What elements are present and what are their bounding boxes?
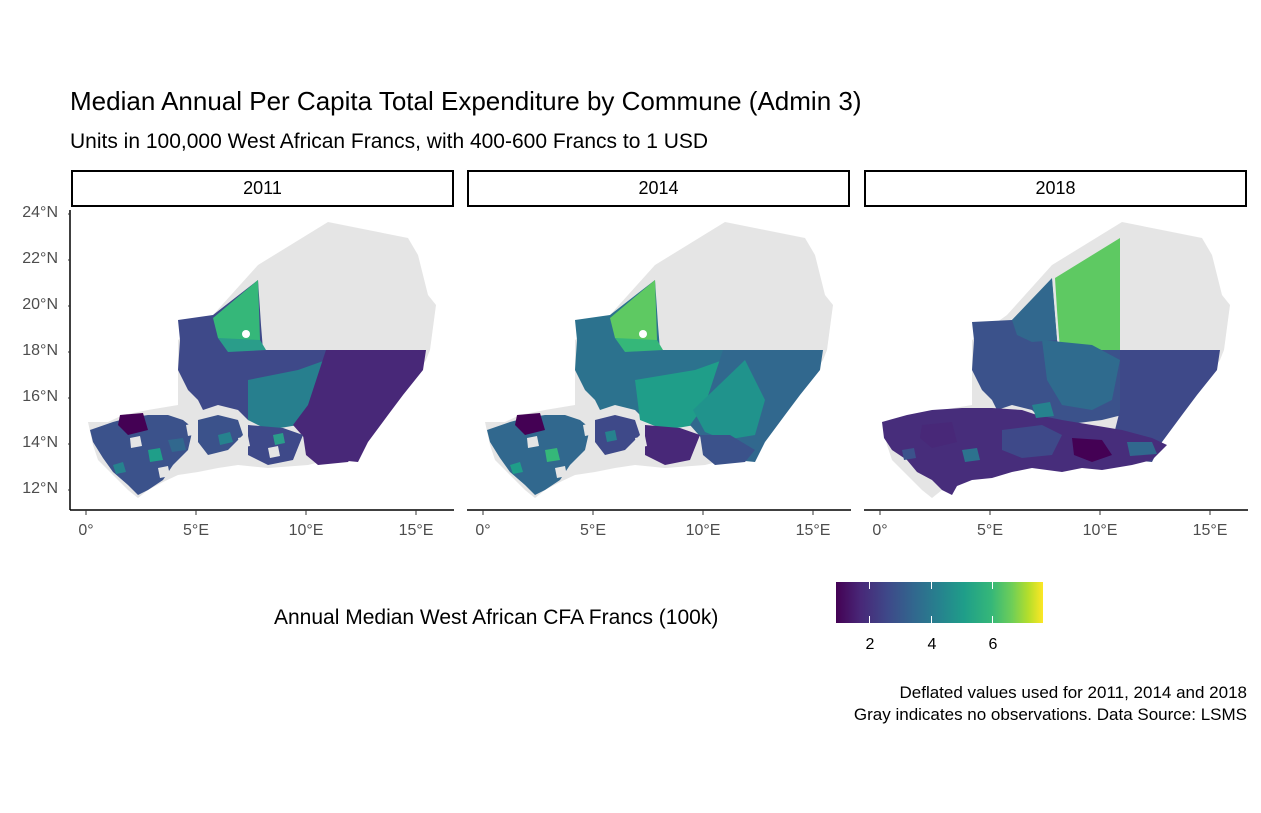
y-tick-label: 24°N: [22, 204, 58, 221]
facet-strip-2018: 2018: [864, 170, 1247, 207]
map-panel-2011: [68, 210, 454, 515]
legend-tick: [869, 616, 870, 623]
map-panel-2014: [467, 222, 851, 515]
x-tick-label: 10°E: [288, 522, 324, 539]
x-tick-label: 10°E: [1082, 522, 1118, 539]
niger-map: [485, 222, 833, 498]
caption-line-2: Gray indicates no observations. Data Sou…: [853, 705, 1247, 724]
legend-label: 4: [927, 636, 937, 653]
y-tick-label: 16°N: [22, 388, 58, 405]
caption-line-1: Deflated values used for 2011, 2014 and …: [899, 683, 1247, 702]
x-tick-label: 5°E: [580, 522, 606, 539]
y-tick-label: 18°N: [22, 342, 58, 359]
legend-tick: [931, 582, 932, 589]
legend-label: 6: [988, 636, 998, 653]
x-tick-label: 0°: [78, 522, 94, 539]
x-tick-label: 15°E: [795, 522, 831, 539]
legend-colorbar: [836, 582, 1043, 623]
y-tick-label: 20°N: [22, 296, 58, 313]
facet-strip-2014: 2014: [467, 170, 850, 207]
x-tick-label: 5°E: [977, 522, 1003, 539]
niger-map: [882, 222, 1230, 498]
x-tick-label: 0°: [872, 522, 888, 539]
legend-tick: [931, 616, 932, 623]
legend-title: Annual Median West African CFA Francs (1…: [274, 606, 719, 629]
x-tick-label: 15°E: [398, 522, 434, 539]
x-tick-label: 0°: [475, 522, 491, 539]
x-tick-label: 15°E: [1192, 522, 1228, 539]
niger-map: [88, 222, 436, 498]
x-tick-label: 10°E: [685, 522, 721, 539]
y-tick-label: 14°N: [22, 434, 58, 451]
legend-tick: [869, 582, 870, 589]
plot-title: Median Annual Per Capita Total Expenditu…: [70, 86, 862, 116]
legend-tick: [992, 582, 993, 589]
y-tick-label: 12°N: [22, 480, 58, 497]
legend-label: 2: [865, 636, 875, 653]
map-panel-2018: [864, 222, 1248, 515]
legend-tick: [992, 616, 993, 623]
facet-strip-2011: 2011: [71, 170, 454, 207]
y-tick-label: 22°N: [22, 250, 58, 267]
plot-subtitle: Units in 100,000 West African Francs, wi…: [70, 130, 709, 153]
x-tick-label: 5°E: [183, 522, 209, 539]
